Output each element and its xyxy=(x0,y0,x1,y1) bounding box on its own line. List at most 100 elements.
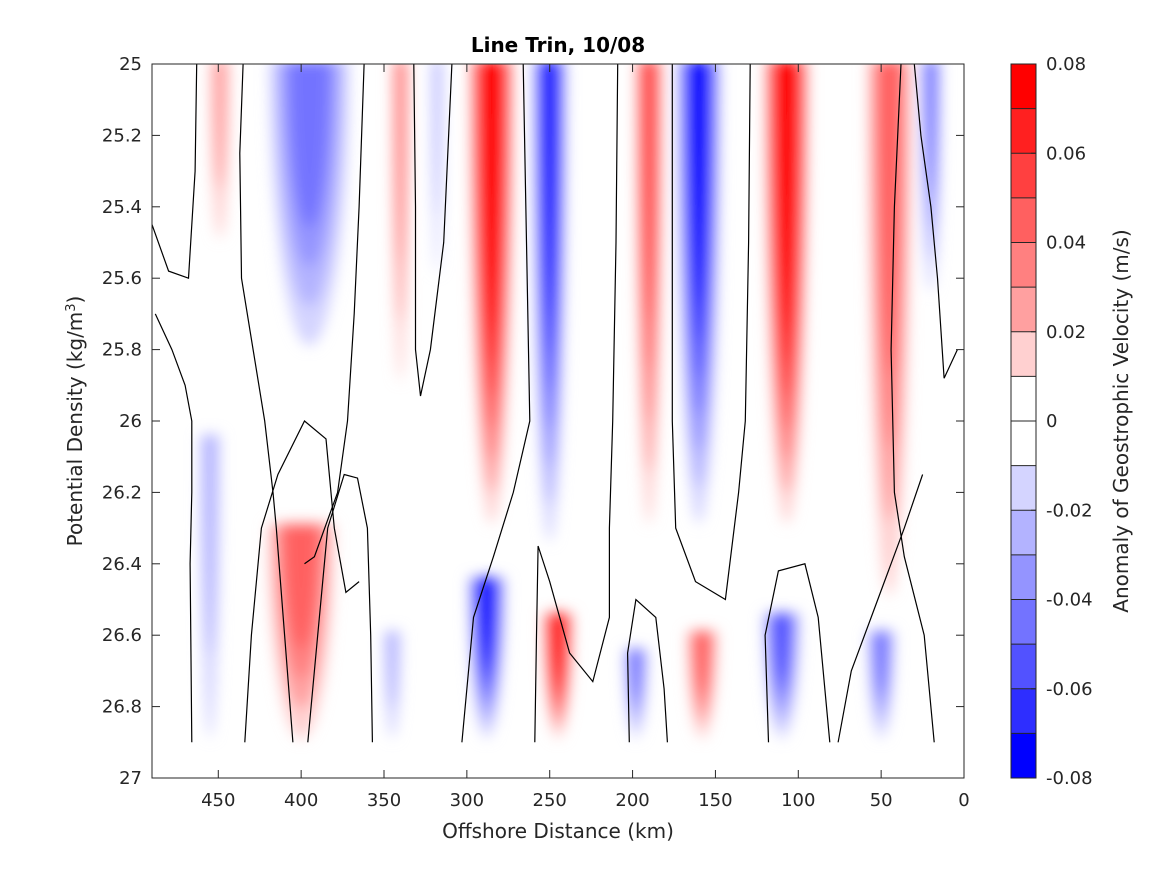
y-tick-label: 26 xyxy=(119,411,142,432)
y-tick-label: 27 xyxy=(119,768,142,789)
colorbar-band xyxy=(1011,510,1036,556)
core-band xyxy=(482,64,501,301)
zero-contour-line xyxy=(413,64,453,397)
core-band xyxy=(433,64,441,216)
y-tick-label: 26.6 xyxy=(102,625,142,646)
zero-contour-line xyxy=(461,64,531,743)
colorbar-band xyxy=(1011,197,1036,243)
colorbar-band xyxy=(1011,599,1036,645)
colorbar-tick-label: 0.02 xyxy=(1046,322,1086,343)
velocity-core xyxy=(763,613,800,739)
colorbar-band xyxy=(1011,688,1036,734)
colorbar-ticks: 0.08 0.06 0.04 0.02 0 -0.02 -0.04 -0.06 -0.08 xyxy=(1031,54,1093,789)
colorbar: 0.08 0.06 0.04 0.02 0 -0.02 -0.04 -0.06 -0.08 xyxy=(1010,54,1093,789)
zero-contours xyxy=(152,64,958,743)
x-tick-label: 450 xyxy=(201,790,235,811)
colorbar-band xyxy=(1011,733,1036,779)
x-tick-label: 200 xyxy=(615,790,649,811)
velocity-core xyxy=(470,64,514,525)
colorbar-tick-label: 0 xyxy=(1046,411,1057,432)
x-tick-label: 50 xyxy=(870,790,893,811)
velocity-core xyxy=(432,64,442,275)
velocity-core xyxy=(210,64,230,239)
colorbar-band xyxy=(1011,644,1036,690)
chart-title: Line Trin, 10/08 xyxy=(471,33,645,57)
colorbar-band xyxy=(1011,64,1036,110)
colorbar-bands xyxy=(1011,64,1036,779)
velocity-field xyxy=(200,64,941,739)
velocity-core xyxy=(543,613,573,739)
zero-contour-line xyxy=(671,64,751,601)
velocity-cores xyxy=(200,64,941,739)
zero-contour-line xyxy=(534,64,619,743)
velocity-core xyxy=(920,64,941,293)
x-tick-label: 100 xyxy=(781,790,815,811)
zero-contour-line xyxy=(154,313,193,743)
core-band xyxy=(878,64,901,375)
zero-contour-line xyxy=(626,598,668,743)
y-axis-title-main: Potential Density (kg/m xyxy=(63,312,87,547)
x-tick-label: 150 xyxy=(698,790,732,811)
core-band xyxy=(772,613,791,684)
x-tick-label: 250 xyxy=(533,790,567,811)
velocity-core xyxy=(765,64,809,525)
core-band xyxy=(386,631,398,709)
zero-contour-line xyxy=(304,64,365,565)
zero-contour-line xyxy=(307,473,373,743)
core-band xyxy=(395,64,406,264)
colorbar-band xyxy=(1011,331,1036,377)
velocity-core xyxy=(468,577,505,739)
velocity-core xyxy=(384,631,401,739)
velocity-core xyxy=(677,64,721,525)
colorbar-tick-label: 0.06 xyxy=(1046,143,1086,164)
x-tick-label: 350 xyxy=(367,790,401,811)
velocity-core xyxy=(200,434,220,739)
velocity-core xyxy=(624,649,648,739)
core-band xyxy=(689,64,709,306)
core-band xyxy=(478,577,495,663)
core-band xyxy=(284,524,319,650)
core-band xyxy=(203,434,217,655)
y-tick-label: 26.4 xyxy=(102,554,142,575)
colorbar-band xyxy=(1011,421,1036,467)
colorbar-tick-label: -0.08 xyxy=(1046,768,1093,789)
core-band xyxy=(542,64,558,315)
core-band xyxy=(289,64,330,228)
x-axis-title: Offshore Distance (km) xyxy=(442,819,674,843)
x-tick-label: 300 xyxy=(450,790,484,811)
y-tick-label: 25.4 xyxy=(102,197,142,218)
colorbar-tick-label: -0.06 xyxy=(1046,679,1093,700)
y-axis-title-close: ) xyxy=(63,296,87,304)
colorbar-band xyxy=(1011,242,1036,288)
colorbar-tick-label: -0.04 xyxy=(1046,590,1093,611)
y-axis-title: Potential Density (kg/m3) xyxy=(63,296,87,547)
colorbar-band xyxy=(1011,465,1036,511)
colorbar-tick-label: -0.02 xyxy=(1046,500,1093,521)
y-tick-label: 25.6 xyxy=(102,268,142,289)
colorbar-band xyxy=(1011,376,1036,422)
colorbar-band xyxy=(1011,108,1036,154)
core-band xyxy=(642,64,656,320)
core-band xyxy=(694,631,710,695)
velocity-core xyxy=(269,64,350,346)
zero-contour-line xyxy=(764,563,831,743)
core-band xyxy=(925,64,936,197)
core-band xyxy=(777,64,796,301)
zero-contour-line xyxy=(244,420,360,743)
zero-contour-line xyxy=(890,64,935,743)
y-tick-label: 25.2 xyxy=(102,125,142,146)
colorbar-band xyxy=(1011,287,1036,333)
zero-contour-line xyxy=(913,64,958,379)
x-tick-label: 0 xyxy=(958,790,969,811)
colorbar-tick-label: 0.08 xyxy=(1046,54,1086,75)
core-band xyxy=(629,649,642,702)
velocity-core xyxy=(533,64,567,542)
colorbar-band xyxy=(1011,554,1036,600)
y-tick-label: 26.2 xyxy=(102,482,142,503)
y-tick-label: 25 xyxy=(119,54,142,75)
colorbar-tick-label: 0.04 xyxy=(1046,233,1086,254)
velocity-core xyxy=(635,64,663,525)
core-band xyxy=(551,613,565,680)
velocity-core xyxy=(687,631,718,739)
velocity-core xyxy=(867,631,895,739)
